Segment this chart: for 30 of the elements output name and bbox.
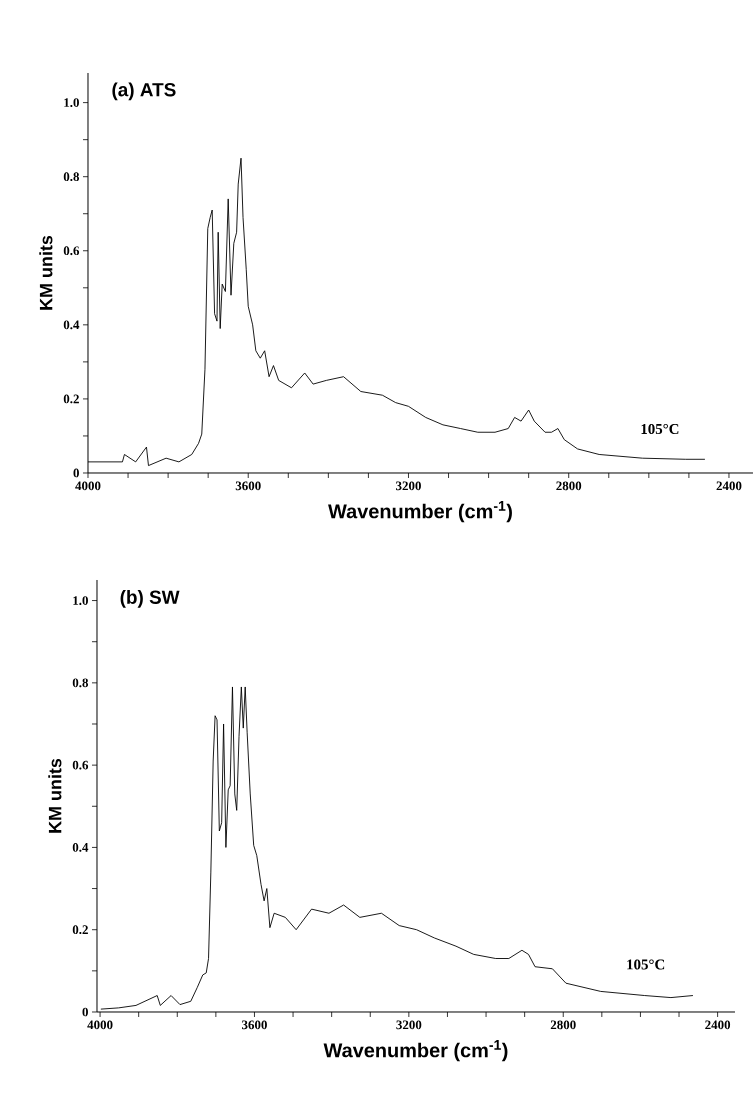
chart-title: (a) ATS: [112, 82, 176, 101]
x-tick-label: 3600: [242, 1020, 267, 1030]
x-axis-title: Wavenumber (cm$^{-1}$): [328, 501, 512, 523]
annotation: 105°C: [641, 423, 679, 435]
chart-title: (b) SW: [120, 589, 180, 608]
annotation: 105°C: [627, 959, 665, 970]
x-tick-label: 2800: [556, 481, 582, 491]
x-tick-label: 3200: [396, 1020, 422, 1030]
y-tick-label: 0.6: [63, 246, 80, 256]
x-tick-label: 3600: [235, 481, 261, 491]
x-tick-label: 2400: [705, 1020, 731, 1030]
y-tick-label: 0.2: [63, 394, 79, 404]
x-tick-label: 3200: [396, 481, 421, 491]
y-tick-label: 0.8: [63, 172, 80, 182]
y-tick-label: 0.8: [72, 678, 89, 688]
x-tick-label: 2400: [716, 481, 742, 491]
y-tick-label: 0: [82, 1007, 88, 1017]
x-axis-title: Wavenumber (cm$^{-1}$): [323, 1040, 508, 1062]
y-tick-label: 1.0: [64, 98, 79, 108]
x-tick-label: 4000: [87, 1020, 113, 1030]
y-axis-title: KM units: [39, 235, 53, 310]
y-axis-title: KM units: [48, 758, 62, 833]
y-tick-label: 0.2: [72, 925, 88, 935]
y-tick-label: 0.4: [63, 320, 80, 330]
y-tick-label: 1.0: [73, 596, 88, 605]
y-tick-label: 0.6: [72, 760, 89, 770]
x-tick-label: 2800: [550, 1020, 576, 1030]
x-tick-label: 4000: [75, 481, 101, 491]
y-tick-label: 0: [73, 468, 79, 478]
y-tick-label: 0.4: [72, 843, 89, 852]
